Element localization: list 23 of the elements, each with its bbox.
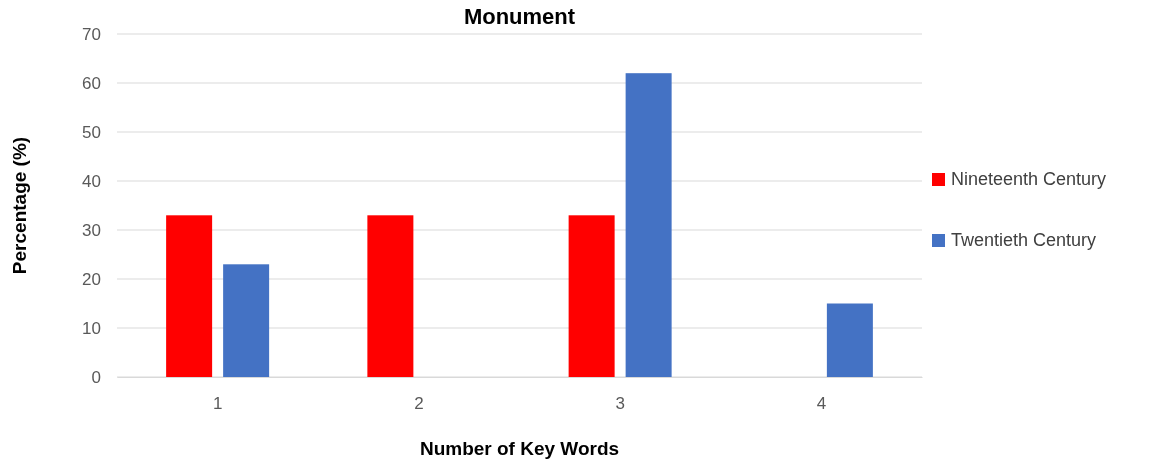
x-tick-label: 4 xyxy=(816,394,827,414)
bar xyxy=(625,73,672,377)
y-tick-label: 30 xyxy=(82,220,101,240)
x-tick-label: 3 xyxy=(615,394,625,414)
bar xyxy=(166,215,213,377)
bar xyxy=(826,303,873,377)
x-tick-label: 2 xyxy=(414,394,424,414)
bar xyxy=(223,264,270,377)
y-axis-title: Percentage (%) xyxy=(9,136,30,275)
bar xyxy=(568,215,615,377)
y-tick-label: 10 xyxy=(82,318,101,338)
x-axis-title: Number of Key Words xyxy=(419,438,620,459)
y-tick-label: 60 xyxy=(82,73,101,93)
x-tick-label: 1 xyxy=(212,394,223,414)
bar xyxy=(367,215,414,377)
y-tick-label: 50 xyxy=(82,122,101,142)
legend-label: Nineteenth Century xyxy=(951,169,1107,189)
y-tick-label: 20 xyxy=(82,269,101,289)
chart-title: Monument xyxy=(463,4,576,29)
legend-label: Twentieth Century xyxy=(951,230,1097,250)
y-tick-label: 40 xyxy=(82,171,101,191)
y-tick-label: 0 xyxy=(91,367,101,387)
y-tick-label: 70 xyxy=(82,24,101,44)
